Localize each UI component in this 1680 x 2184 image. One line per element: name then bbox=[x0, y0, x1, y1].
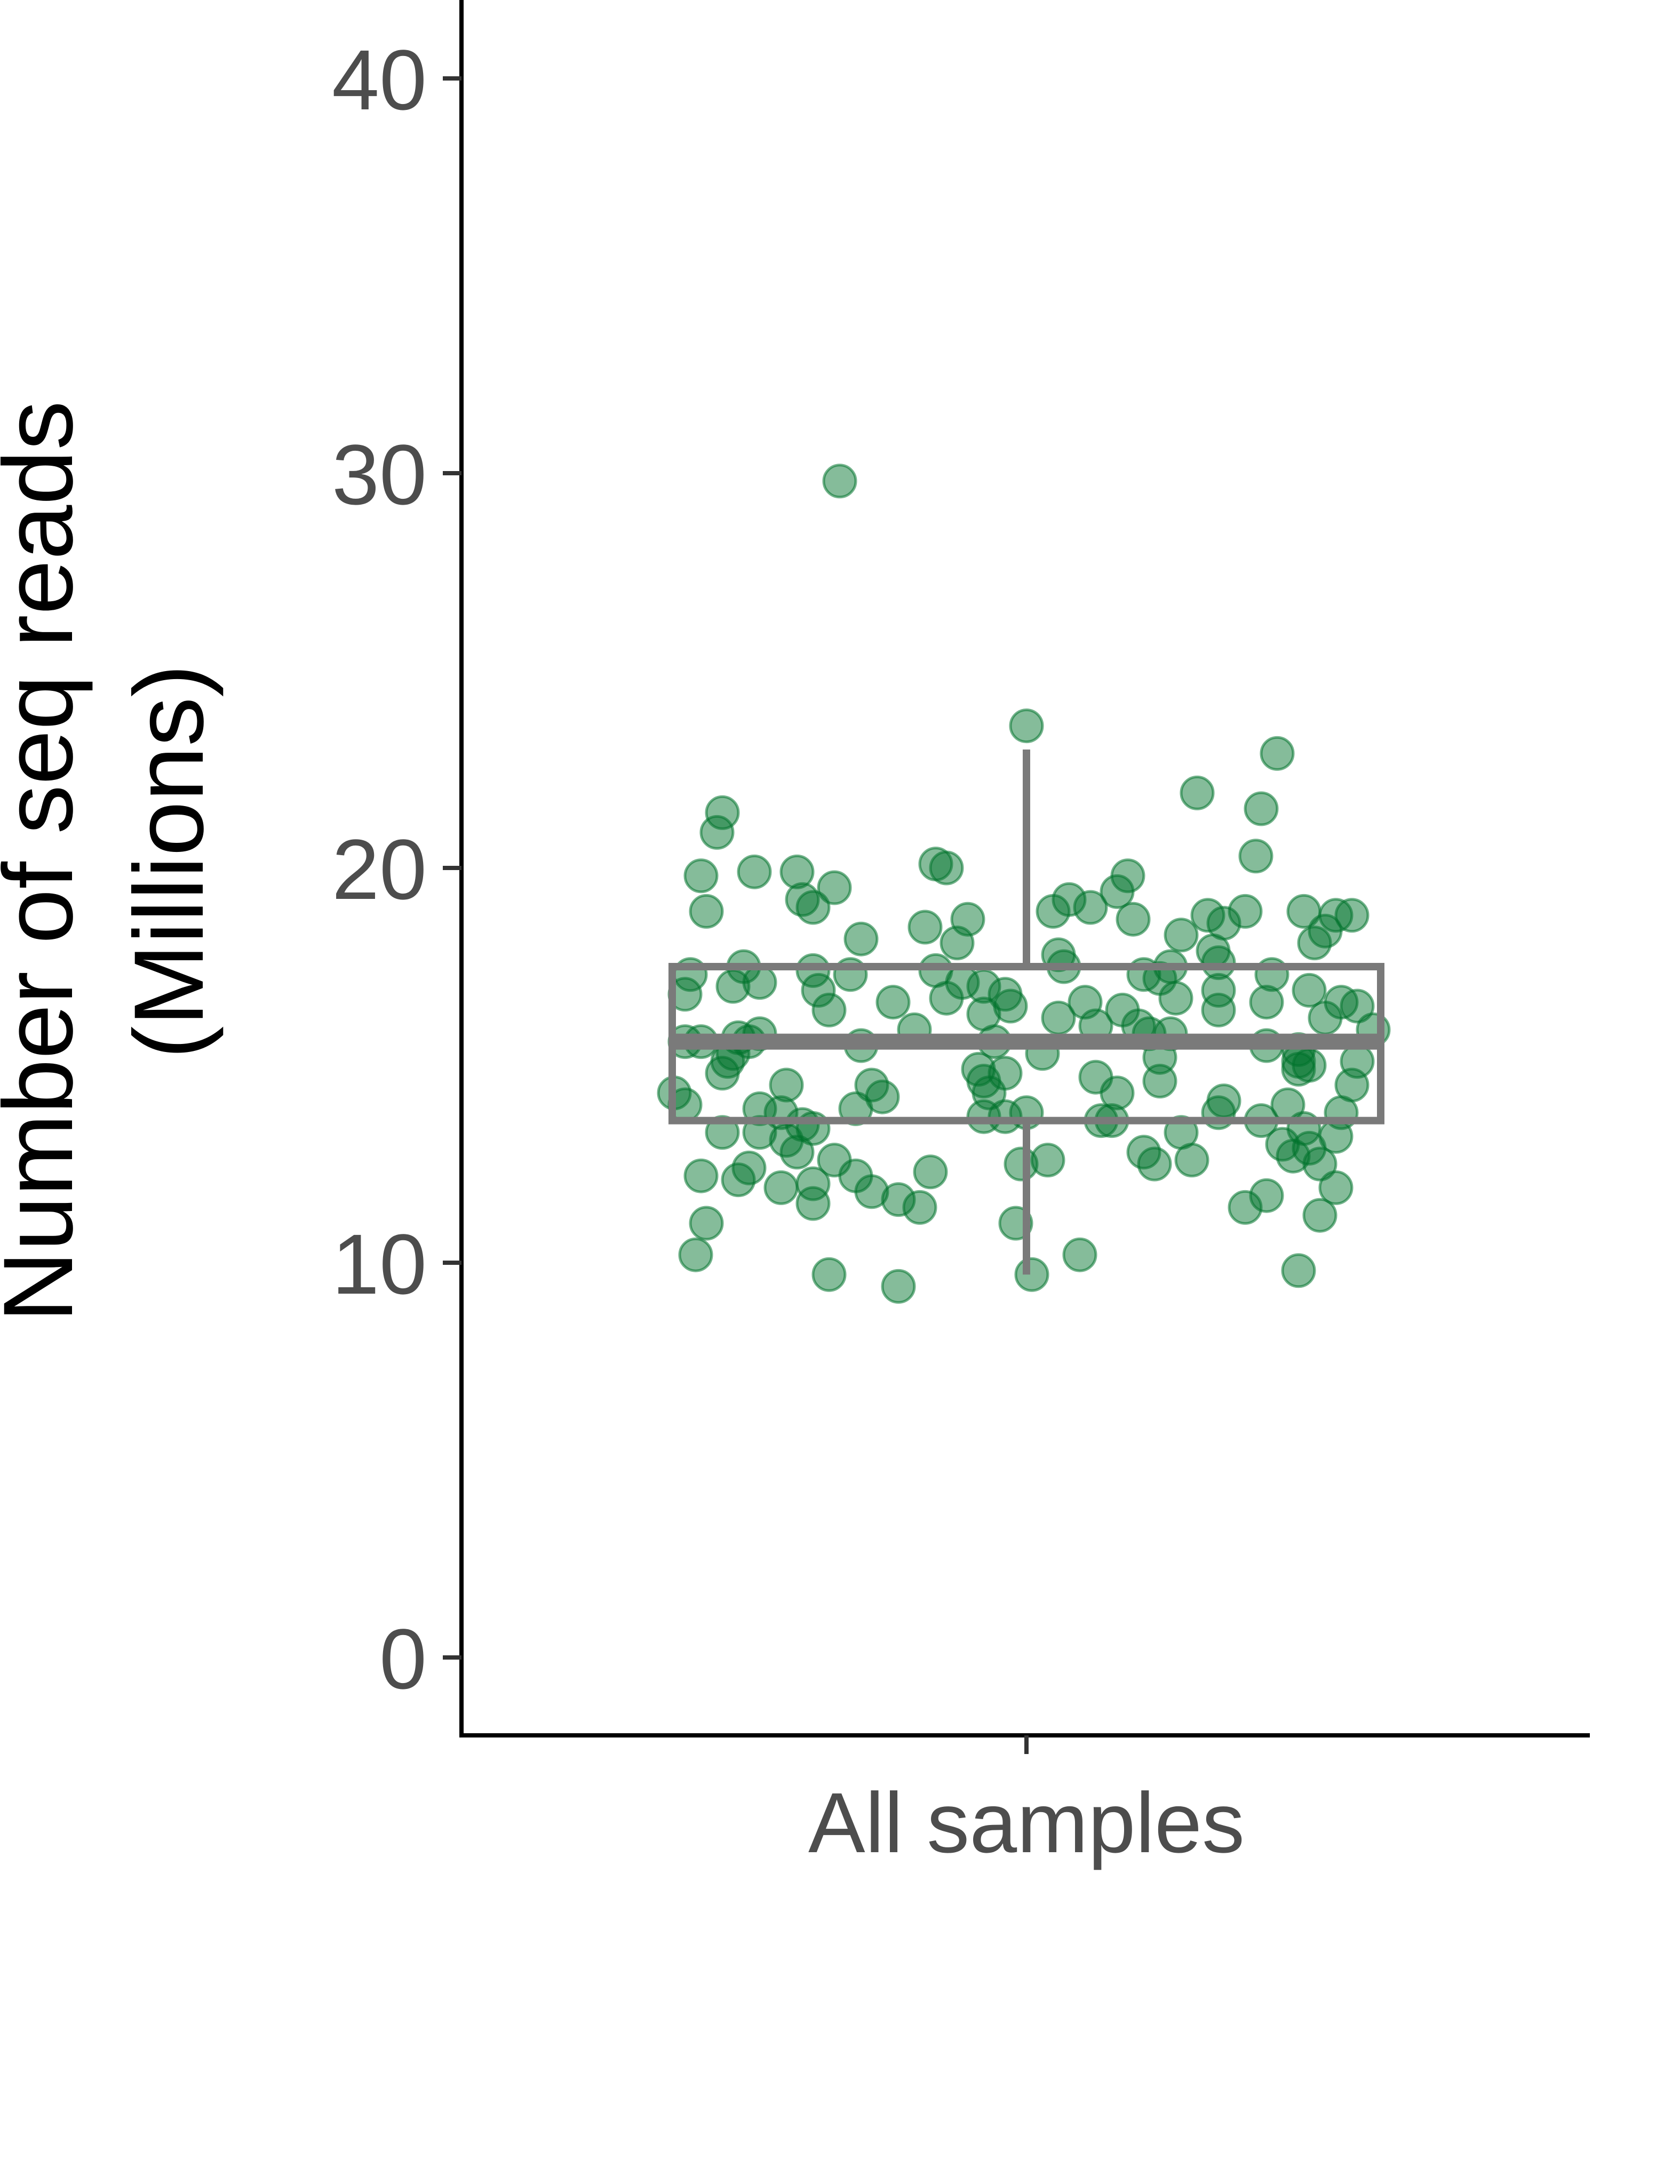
data-point bbox=[1036, 894, 1071, 929]
data-point bbox=[843, 921, 879, 957]
data-point bbox=[689, 894, 724, 929]
data-point bbox=[795, 1186, 831, 1221]
data-point bbox=[1014, 1257, 1049, 1292]
data-point bbox=[811, 992, 847, 1027]
data-point bbox=[678, 1237, 713, 1272]
data-point bbox=[1276, 1138, 1311, 1174]
data-point bbox=[801, 973, 836, 1008]
data-point bbox=[1174, 1143, 1209, 1178]
data-point bbox=[1281, 1253, 1316, 1288]
data-point bbox=[1201, 992, 1236, 1027]
data-point bbox=[822, 464, 857, 499]
data-point bbox=[1292, 973, 1327, 1008]
data-point bbox=[779, 1135, 815, 1170]
data-point bbox=[769, 1067, 804, 1103]
x-tick-label: All samples bbox=[808, 1775, 1245, 1870]
data-point bbox=[721, 1162, 756, 1198]
boxplot bbox=[668, 750, 1384, 1275]
data-point bbox=[1249, 1178, 1284, 1213]
y-tick-label: 20 bbox=[332, 822, 427, 917]
y-axis-title-line1: Number of seq reads bbox=[0, 401, 93, 1322]
data-point bbox=[838, 1091, 873, 1126]
data-point bbox=[1009, 708, 1044, 744]
data-point bbox=[1142, 1064, 1177, 1099]
data-point bbox=[1244, 791, 1279, 826]
data-point bbox=[1334, 898, 1370, 933]
data-point bbox=[699, 815, 735, 850]
data-point bbox=[1164, 918, 1199, 953]
x-ticks: All samples bbox=[808, 1735, 1245, 1870]
data-point bbox=[1260, 736, 1295, 771]
data-point bbox=[1180, 775, 1215, 810]
data-point bbox=[683, 1158, 719, 1193]
data-point bbox=[1228, 894, 1263, 929]
data-point bbox=[1228, 1190, 1263, 1225]
data-point bbox=[1201, 945, 1236, 981]
y-tick-label: 40 bbox=[332, 32, 427, 127]
data-point bbox=[993, 989, 1028, 1024]
data-point bbox=[705, 1115, 740, 1150]
data-point bbox=[811, 1257, 847, 1292]
data-point bbox=[779, 854, 815, 889]
data-point bbox=[763, 1170, 799, 1205]
data-point bbox=[705, 795, 740, 830]
data-point bbox=[1190, 898, 1225, 933]
data-point bbox=[988, 1099, 1023, 1134]
data-point bbox=[1073, 890, 1108, 925]
data-point bbox=[929, 981, 964, 1016]
data-point bbox=[742, 1115, 777, 1150]
data-point bbox=[737, 854, 772, 889]
data-point bbox=[1308, 1000, 1343, 1035]
y-tick-label: 30 bbox=[332, 427, 427, 522]
data-point bbox=[795, 953, 831, 988]
data-point bbox=[1201, 973, 1236, 1008]
data-point bbox=[1340, 989, 1375, 1024]
data-point bbox=[1297, 926, 1332, 961]
data-point bbox=[907, 910, 943, 945]
data-point bbox=[683, 858, 719, 894]
data-point bbox=[929, 850, 964, 886]
data-point bbox=[1030, 1143, 1065, 1178]
data-point bbox=[1281, 1051, 1316, 1087]
data-point bbox=[689, 1206, 724, 1241]
data-point bbox=[1004, 1146, 1039, 1182]
data-point bbox=[854, 1174, 889, 1209]
y-axis-title-line2: (Millions) bbox=[114, 664, 224, 1059]
y-tick-label: 0 bbox=[379, 1611, 427, 1707]
data-point bbox=[705, 1056, 740, 1091]
data-point bbox=[742, 1091, 777, 1126]
data-point bbox=[913, 1154, 948, 1190]
data-point bbox=[881, 1182, 916, 1217]
data-point bbox=[1318, 1170, 1353, 1205]
data-point bbox=[1137, 1146, 1172, 1182]
y-ticks: 0 10 20 30 40 bbox=[332, 32, 461, 1707]
data-point bbox=[1302, 1146, 1337, 1182]
data-point bbox=[1062, 1237, 1097, 1272]
data-point bbox=[795, 890, 831, 925]
data-point bbox=[1249, 985, 1284, 1020]
data-point bbox=[875, 985, 911, 1020]
data-point bbox=[1302, 1198, 1337, 1233]
data-point bbox=[1158, 981, 1193, 1016]
data-point bbox=[939, 926, 975, 961]
data-point bbox=[1238, 839, 1273, 874]
data-point bbox=[1100, 1075, 1135, 1111]
data-point bbox=[881, 1269, 916, 1304]
data-point bbox=[1100, 874, 1135, 909]
data-point bbox=[1116, 902, 1151, 937]
y-tick-label: 10 bbox=[332, 1216, 427, 1312]
data-point bbox=[1041, 1000, 1076, 1035]
data-point bbox=[817, 870, 852, 905]
data-point bbox=[715, 969, 751, 1004]
data-point bbox=[902, 1190, 937, 1225]
